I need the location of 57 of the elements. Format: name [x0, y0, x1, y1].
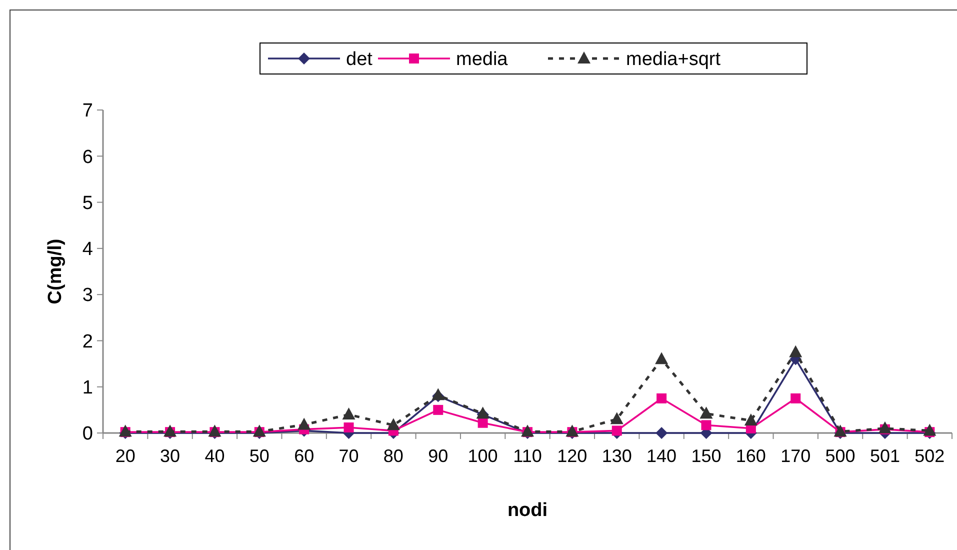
legend-label: media — [456, 49, 508, 70]
y-tick-label: 7 — [82, 100, 93, 122]
point — [789, 345, 802, 358]
point — [610, 412, 624, 424]
point — [656, 393, 667, 404]
y-tick-label: 6 — [82, 146, 93, 168]
point — [790, 393, 801, 404]
y-tick-label: 1 — [82, 378, 93, 399]
x-tick-label: 50 — [249, 446, 270, 466]
point — [433, 404, 444, 415]
x-tick-label: 130 — [602, 446, 632, 466]
x-axis-title: nodi — [507, 500, 548, 521]
y-tick-label: 3 — [82, 285, 93, 306]
x-tick-label: 40 — [204, 446, 225, 466]
point — [878, 421, 892, 434]
x-tick-label: 140 — [646, 446, 677, 466]
point — [342, 408, 356, 420]
y-tick-label: 5 — [82, 192, 93, 214]
point — [208, 424, 222, 437]
point — [656, 427, 668, 439]
y-tick-label: 2 — [82, 331, 93, 352]
x-tick-label: 502 — [914, 446, 945, 466]
point — [834, 424, 847, 437]
point — [118, 424, 132, 437]
point — [566, 424, 579, 437]
x-tick-label: 501 — [870, 446, 900, 466]
point — [923, 424, 936, 436]
y-axis-title: C(mg/l) — [45, 238, 66, 304]
point — [701, 420, 712, 430]
point — [252, 424, 266, 437]
x-tick-label: 20 — [115, 446, 136, 466]
x-tick-label: 100 — [468, 446, 498, 466]
point — [386, 418, 400, 430]
x-tick-label: 30 — [160, 446, 180, 466]
legend-label: media+sqrt — [626, 49, 722, 70]
point — [700, 406, 713, 419]
point — [164, 424, 177, 437]
point — [655, 352, 668, 364]
x-tick-label: 90 — [428, 446, 448, 466]
point — [521, 424, 534, 437]
point — [478, 418, 488, 428]
y-tick-label: 0 — [82, 424, 93, 445]
x-tick-label: 80 — [383, 446, 404, 466]
x-tick-label: 160 — [736, 446, 766, 466]
point — [298, 418, 311, 430]
x-tick-label: 170 — [780, 446, 811, 466]
point — [344, 422, 354, 432]
legend-label: det — [346, 49, 374, 70]
x-tick-label: 60 — [294, 446, 314, 466]
point — [744, 414, 758, 426]
x-tick-label: 150 — [691, 446, 722, 466]
y-tick-label: 4 — [82, 239, 94, 260]
x-tick-label: 120 — [557, 446, 588, 466]
x-tick-label: 70 — [338, 446, 359, 466]
x-tick-label: 110 — [513, 446, 542, 466]
point — [612, 426, 622, 436]
x-tick-label: 500 — [825, 446, 856, 466]
